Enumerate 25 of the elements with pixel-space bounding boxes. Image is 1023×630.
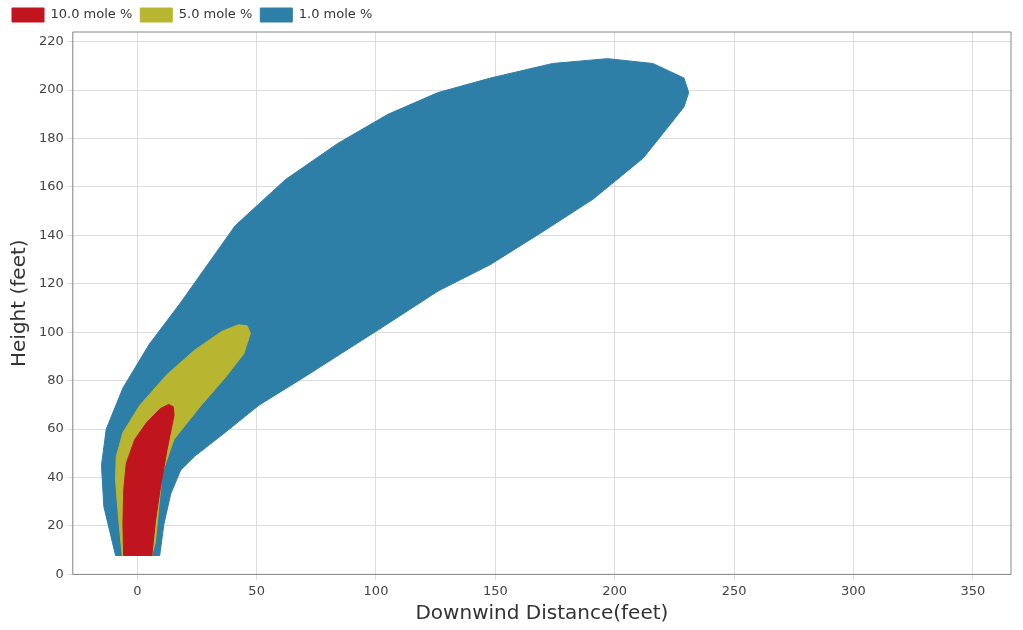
y-axis-title: Height (feet): [6, 239, 31, 367]
legend-label: 1.0 mole %: [298, 6, 373, 22]
x-tick-label: 250: [721, 582, 747, 598]
y-tick-label: 160: [38, 178, 64, 194]
y-tick-label: 80: [47, 372, 64, 388]
y-tick-label: 220: [38, 33, 64, 49]
y-tick-label: 20: [47, 517, 64, 533]
x-tick-label: 150: [482, 582, 508, 598]
y-tick-label: 60: [47, 420, 64, 436]
legend-label: 5.0 mole %: [178, 6, 253, 22]
y-tick-label: 180: [38, 129, 64, 145]
x-tick-label: 200: [602, 582, 628, 598]
x-tick-label: 350: [960, 582, 986, 598]
y-tick-label: 100: [38, 323, 64, 339]
y-tick-label: 40: [47, 468, 64, 484]
y-tick-label: 0: [55, 565, 64, 581]
x-tick-label: 0: [133, 582, 142, 598]
x-tick-label: 50: [248, 582, 265, 598]
y-tick-label: 140: [38, 226, 64, 242]
y-tick-label: 120: [38, 275, 64, 291]
legend-label: 10.0 mole %: [50, 6, 133, 22]
x-axis-title: Downwind Distance(feet): [415, 600, 669, 625]
y-tick-label: 200: [38, 81, 64, 97]
x-tick-label: 100: [363, 582, 389, 598]
x-tick-label: 300: [841, 582, 866, 598]
